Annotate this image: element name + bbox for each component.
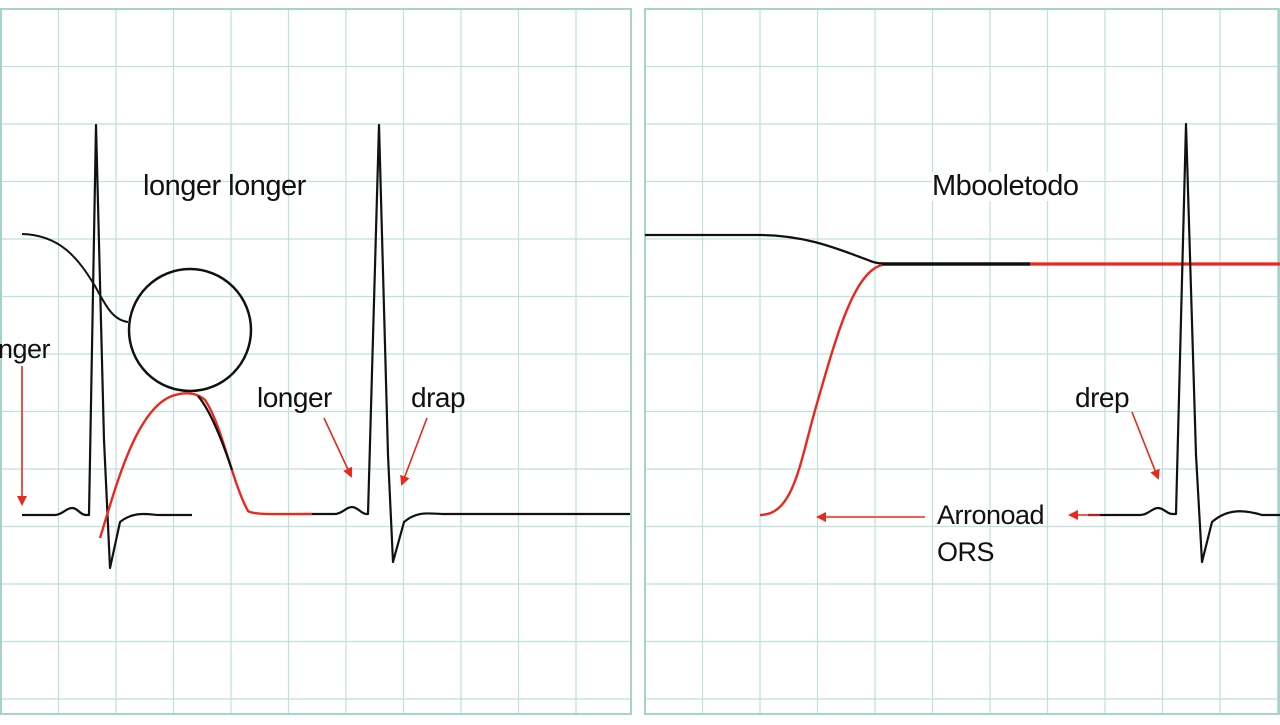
left-circle xyxy=(127,267,253,393)
left-qrs-complex-1 xyxy=(22,123,192,570)
left-red-curve xyxy=(98,392,313,539)
right-panel-grid xyxy=(645,9,1279,714)
right-annotation-line-1: Arronoad xyxy=(937,500,1045,530)
left-panel-grid xyxy=(1,9,631,714)
left-panel-title: longer longer xyxy=(143,170,306,202)
left-mid-arrow xyxy=(323,417,353,478)
right-drop-arrow xyxy=(1131,411,1160,480)
right-drop-label: drep xyxy=(1075,382,1130,413)
left-curve-black xyxy=(21,233,129,323)
left-drop-arrow xyxy=(400,417,428,486)
right-annotation-line-2: ORS xyxy=(937,537,995,567)
right-panel-border xyxy=(644,8,1280,715)
left-drop-label: drap xyxy=(411,382,466,413)
left-qrs-complex-2 xyxy=(312,123,630,564)
left-dark-overlay xyxy=(197,395,234,471)
right-qrs-complex xyxy=(1088,122,1280,564)
left-panel-border xyxy=(0,8,632,715)
right-red-upstroke xyxy=(759,263,883,517)
right-panel-title: Mbooletodo xyxy=(932,170,1079,202)
left-mid-label: longer xyxy=(257,382,332,413)
left-side-label: nger xyxy=(0,334,51,364)
